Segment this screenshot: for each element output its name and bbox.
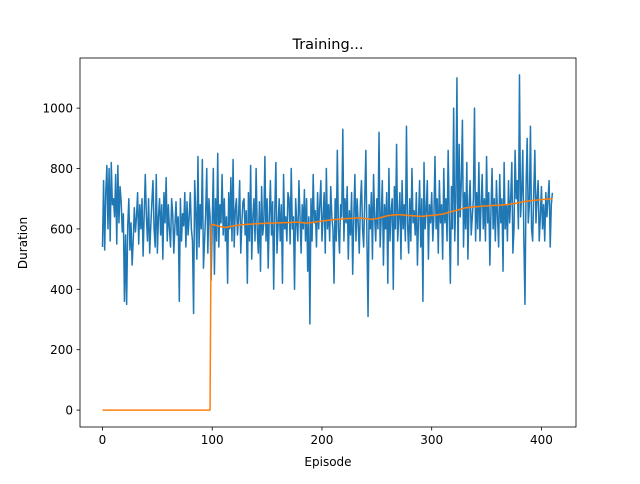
y-tick-label: 800 [50, 162, 73, 176]
x-tick-label: 100 [201, 433, 224, 447]
x-tick-label: 200 [311, 433, 334, 447]
y-tick-label: 0 [65, 404, 73, 418]
plot-frame [79, 57, 577, 428]
y-tick-label: 400 [50, 283, 73, 297]
y-tick-label: 600 [50, 222, 73, 236]
data-line [101, 74, 554, 325]
x-tick-label: 300 [420, 433, 443, 447]
y-axis-label: Duration [16, 217, 30, 269]
chart-title: Training... [291, 37, 363, 53]
y-tick-label: 200 [50, 343, 73, 357]
data-line [102, 197, 553, 411]
x-tick-label: 400 [530, 433, 553, 447]
x-tick-label: 0 [99, 433, 107, 447]
x-axis-label: Episode [304, 455, 351, 469]
y-tick-label: 1000 [42, 102, 73, 116]
